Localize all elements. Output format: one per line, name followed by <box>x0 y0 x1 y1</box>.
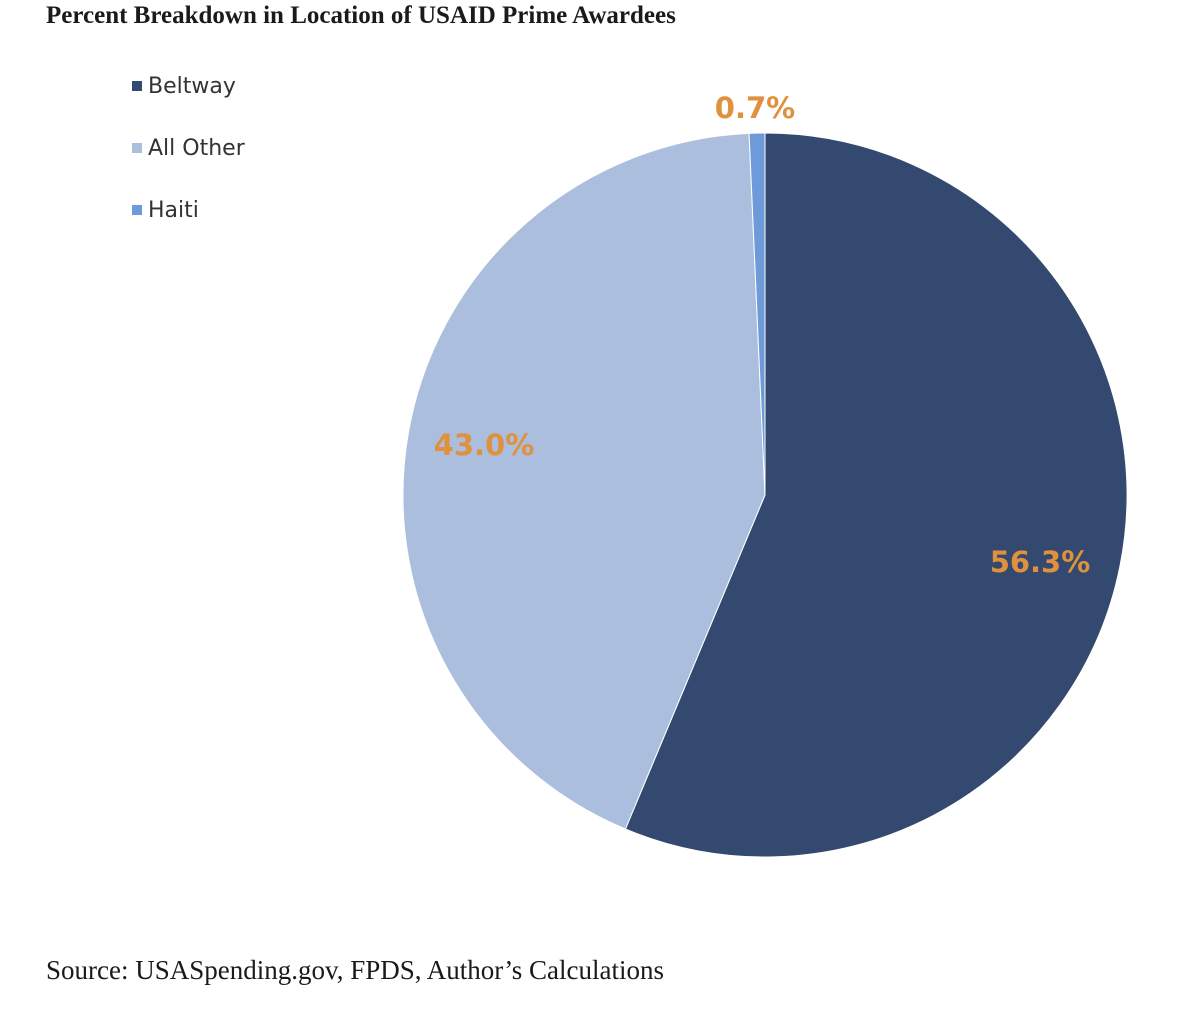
legend-swatch-beltway <box>132 81 142 91</box>
pie-slice-haiti <box>748 132 766 496</box>
source-note: Source: USASpending.gov, FPDS, Author’s … <box>46 955 665 985</box>
legend-item-beltway: Beltway <box>132 70 245 102</box>
legend-item-all-other: All Other <box>132 132 245 164</box>
chart-title: Percent Breakdown in Location of USAID P… <box>46 2 676 29</box>
legend-swatch-all-other <box>132 143 142 153</box>
legend-label-all-other: All Other <box>148 135 245 161</box>
legend: Beltway All Other Haiti <box>132 70 245 256</box>
legend-label-haiti: Haiti <box>148 197 199 223</box>
legend-label-beltway: Beltway <box>148 73 236 99</box>
legend-swatch-haiti <box>132 205 142 215</box>
slice-label-beltway: 56.3% <box>990 545 1091 579</box>
legend-item-haiti: Haiti <box>132 194 245 226</box>
pie-slice-beltway <box>624 132 1128 858</box>
slice-label-all-other: 43.0% <box>434 428 535 462</box>
slice-label-haiti: 0.7% <box>715 91 795 125</box>
pie-slice-all-other <box>402 132 766 830</box>
